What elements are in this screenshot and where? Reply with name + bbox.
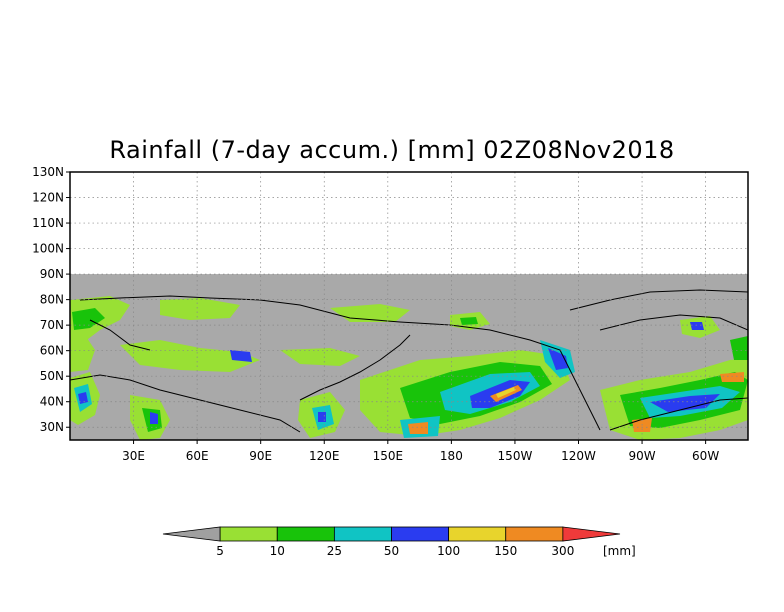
legend-threshold-label: 25 <box>327 544 342 558</box>
legend-threshold-label: 10 <box>270 544 285 558</box>
map-frame <box>69 171 749 441</box>
legend-arrow-low <box>162 526 221 542</box>
lat-tick-label: 120N <box>32 191 64 205</box>
lat-tick-label: 130N <box>32 165 64 179</box>
legend-unit: [mm] <box>603 544 636 558</box>
lat-tick-label: 80N <box>40 293 64 307</box>
legend-threshold-label: 300 <box>551 544 574 558</box>
lat-tick-label: 50N <box>40 369 64 383</box>
map-title: Rainfall (7-day accum.) [mm] 02Z08Nov201… <box>109 136 675 164</box>
lat-tick-label: 30N <box>40 420 64 434</box>
coastlines <box>70 289 748 433</box>
lon-tick-label: 150E <box>373 449 404 463</box>
lon-tick-label: 180 <box>440 449 463 463</box>
lon-tick-label: 60W <box>692 449 719 463</box>
lon-tick-label: 60E <box>186 449 209 463</box>
legend-threshold-label: 50 <box>384 544 399 558</box>
legend-swatch <box>219 526 278 542</box>
legend-threshold-label: 150 <box>494 544 517 558</box>
lat-tick-label: 110N <box>32 216 64 230</box>
lat-tick-label: 40N <box>40 395 64 409</box>
lon-tick-label: 90E <box>249 449 272 463</box>
lon-tick-label: 150W <box>498 449 533 463</box>
legend-swatch <box>505 526 564 542</box>
legend-threshold-label: 100 <box>437 544 460 558</box>
longitude-axis: 30E 60E 90E 120E 150E 180 150W 120W 90W 60W <box>122 440 719 463</box>
lon-tick-label: 90W <box>628 449 655 463</box>
rainfall-patches <box>70 296 748 440</box>
legend-arrow-high <box>562 526 621 542</box>
lon-tick-label: 30E <box>122 449 145 463</box>
lon-tick-label: 120E <box>309 449 340 463</box>
lat-tick-label: 100N <box>32 242 64 256</box>
lat-tick-label: 70N <box>40 318 64 332</box>
legend-swatch <box>448 526 507 542</box>
graticule <box>70 172 748 440</box>
legend-swatch <box>333 526 392 542</box>
lon-tick-label: 120W <box>561 449 596 463</box>
latitude-axis: 130N 120N 110N 100N 90N 80N 70N 60N 50N 40N 30N <box>32 165 70 434</box>
lat-tick-label: 60N <box>40 344 64 358</box>
legend-swatch <box>391 526 450 542</box>
legend-swatch <box>276 526 335 542</box>
legend-threshold-label: 5 <box>216 544 224 558</box>
lat-tick-label: 90N <box>40 267 64 281</box>
